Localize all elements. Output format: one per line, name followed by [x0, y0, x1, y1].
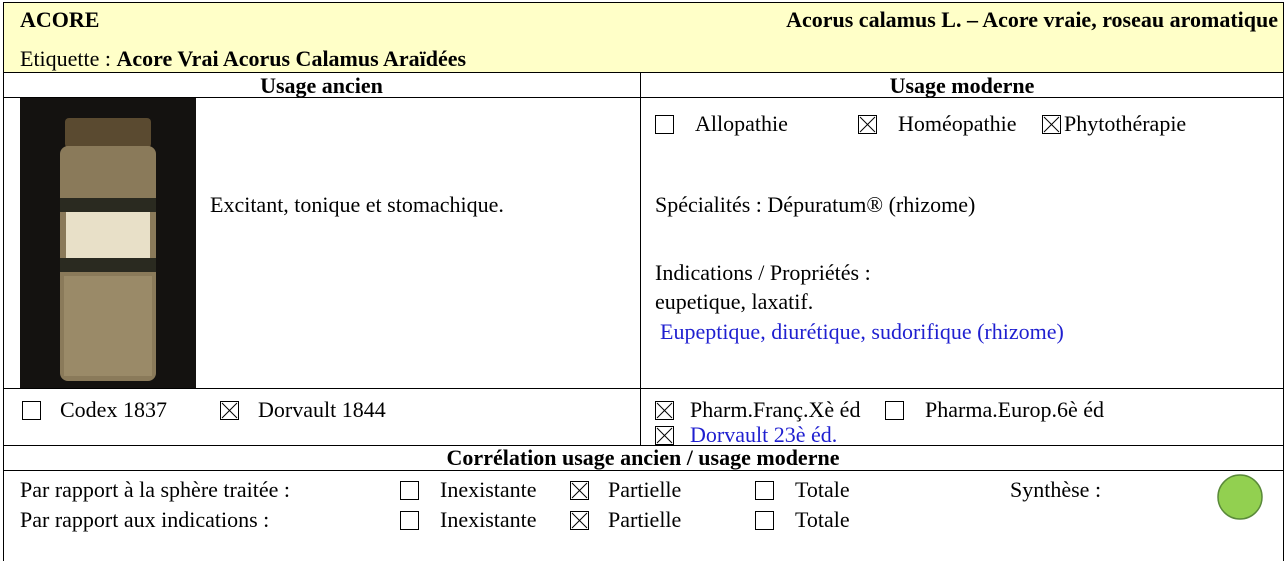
- check-mark: [859, 116, 876, 133]
- checkbox: [655, 401, 674, 420]
- column-header: Usage moderne: [889, 73, 1035, 98]
- specialites: Spécialités : Dépuratum® (rhizome): [655, 192, 976, 217]
- source-label: Codex 1837: [60, 397, 167, 422]
- checkbox: [22, 401, 41, 420]
- checkbox: [655, 426, 674, 445]
- synthese-indicator: [1217, 474, 1263, 520]
- column-header: Usage ancien: [260, 73, 383, 98]
- checkbox: [655, 115, 674, 134]
- check-mark: [656, 427, 673, 444]
- option-label: Inexistante: [440, 507, 537, 532]
- usage-label: Phytothérapie: [1064, 111, 1187, 136]
- synthese-label: Synthèse :: [1010, 477, 1102, 502]
- ancien-text: Excitant, tonique et stomachique.: [210, 192, 504, 217]
- indications-modern: Eupeptique, diurétique, sudorifique (rhi…: [660, 319, 1064, 344]
- checkbox: [220, 401, 239, 420]
- latin-name: Acorus calamus L. – Acore vraie, roseau …: [786, 7, 1278, 32]
- checkbox: [570, 481, 589, 500]
- label-line: Etiquette : Acore Vrai Acorus Calamus Ar…: [20, 47, 466, 71]
- check-mark: [656, 402, 673, 419]
- checkbox: [885, 401, 904, 420]
- usage-label: Allopathie: [695, 111, 788, 136]
- source-label: Pharm.Franç.Xè éd: [690, 397, 861, 422]
- label-prefix: Etiquette :: [20, 46, 112, 71]
- check-mark: [571, 482, 588, 499]
- header-band: [3, 2, 1283, 72]
- option-label: Totale: [795, 477, 850, 502]
- source-label: Dorvault 23è éd.: [690, 422, 838, 447]
- checkbox: [755, 511, 774, 530]
- checkbox: [755, 481, 774, 500]
- source-label: Pharma.Europ.6è éd: [925, 397, 1104, 422]
- check-mark: [221, 402, 238, 419]
- check-mark: [571, 512, 588, 529]
- usage-label: Homéopathie: [898, 111, 1017, 136]
- checkbox: [400, 511, 419, 530]
- correlation-label: Par rapport aux indications :: [20, 507, 270, 532]
- checkbox: [858, 115, 877, 134]
- indications: eupetique, laxatif.: [655, 289, 814, 314]
- checkbox: [400, 481, 419, 500]
- source-label: Dorvault 1844: [258, 397, 386, 422]
- checkbox: [1042, 115, 1061, 134]
- indications-title: Indications / Propriétés :: [655, 260, 871, 285]
- title: ACORE: [20, 7, 100, 32]
- synthese-circle: [1217, 474, 1263, 520]
- correlation-label: Par rapport à la sphère traitée :: [20, 477, 290, 502]
- check-mark: [1043, 116, 1060, 133]
- checkbox: [570, 511, 589, 530]
- option-label: Totale: [795, 507, 850, 532]
- correlation-title: Corrélation usage ancien / usage moderne: [446, 445, 840, 470]
- option-label: Partielle: [608, 507, 682, 532]
- option-label: Inexistante: [440, 477, 537, 502]
- label: Acore Vrai Acorus Calamus Araïdées: [116, 46, 467, 71]
- jar-photo: [20, 98, 196, 388]
- option-label: Partielle: [608, 477, 682, 502]
